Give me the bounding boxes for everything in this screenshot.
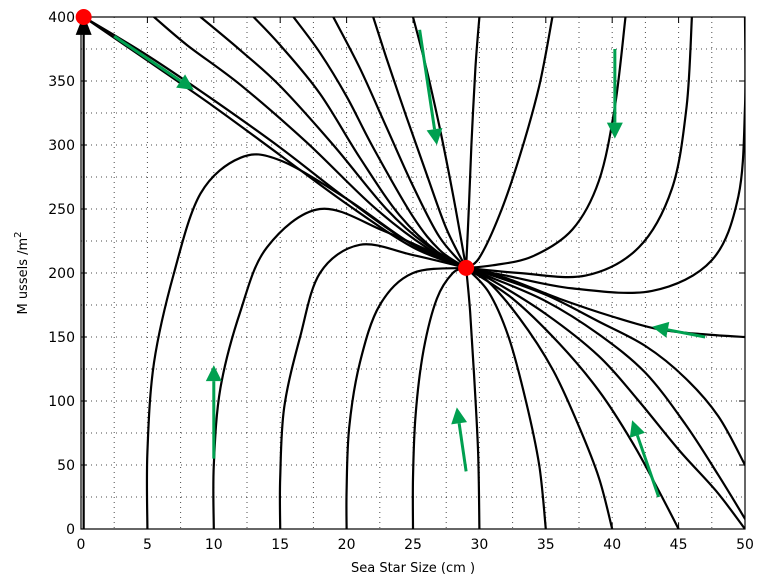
direction-arrow-head xyxy=(176,74,194,90)
trajectory-line-19 xyxy=(411,266,468,529)
equilibrium-point-2 xyxy=(458,259,475,276)
grid-lines xyxy=(81,17,745,529)
y-tick-label: 100 xyxy=(48,394,75,410)
x-tick-label: 5 xyxy=(143,537,152,553)
trajectory-line-13 xyxy=(465,17,693,279)
y-tick-label: 50 xyxy=(57,458,75,474)
y-tick-label: 250 xyxy=(48,202,75,218)
trajectory-line-21 xyxy=(465,266,547,529)
direction-arrow-shaft xyxy=(113,34,182,83)
direction-arrow-1 xyxy=(113,34,194,90)
x-tick-label: 15 xyxy=(271,537,289,553)
direction-arrow-head xyxy=(606,122,623,139)
trajectory-line-18 xyxy=(345,266,468,529)
equilibrium-group xyxy=(75,9,475,276)
direction-arrow-5 xyxy=(629,420,661,498)
trajectory-line-6 xyxy=(292,17,468,269)
trajectory-line-2 xyxy=(82,17,468,269)
direction-arrow-head xyxy=(451,407,468,425)
x-tick-label: 20 xyxy=(338,537,356,553)
direction-arrow-shaft xyxy=(418,29,437,130)
equilibrium-point-1 xyxy=(75,9,92,25)
y-tick-label: 350 xyxy=(48,74,75,90)
trajectory-line-10 xyxy=(465,17,481,269)
y-axis-title-superscript: 2 xyxy=(13,231,24,237)
x-tick-label: 30 xyxy=(470,537,488,553)
y-tick-label: 300 xyxy=(48,138,75,154)
x-tick-label: 0 xyxy=(77,537,86,553)
direction-arrow-shaft xyxy=(457,423,468,472)
trajectory-line-11 xyxy=(465,17,554,269)
y-tick-label: 0 xyxy=(66,522,75,538)
trajectory-line-4 xyxy=(199,17,468,269)
y-axis-title-main: M ussels /m xyxy=(16,238,31,315)
trajectory-line-23 xyxy=(465,266,680,529)
y-tick-label: 400 xyxy=(48,10,75,26)
direction-arrow-head xyxy=(629,420,645,438)
trajectory-line-27 xyxy=(465,266,745,339)
x-tick-label: 25 xyxy=(404,537,422,553)
direction-arrow-head xyxy=(205,365,222,382)
trajectory-line-15 xyxy=(145,153,468,529)
direction-arrow-group xyxy=(113,29,706,498)
x-tick-label: 50 xyxy=(736,537,754,553)
x-tick-label: 40 xyxy=(603,537,621,553)
direction-arrow-head xyxy=(652,321,670,338)
direction-arrow-4 xyxy=(652,321,706,339)
trajectory-line-17 xyxy=(278,243,468,529)
axis-ticks: 0 5 10 15 20 25 30 35 40 45 50 0 50 100 150 200 250 300 35… xyxy=(48,10,754,553)
trajectory-line-25 xyxy=(465,266,745,520)
trajectory-line-7 xyxy=(332,17,468,269)
direction-arrow-shaft xyxy=(635,434,661,498)
x-axis-title: Sea Star Size (cm ) xyxy=(351,561,475,576)
direction-arrow-2 xyxy=(418,29,443,145)
trajectory-line-24 xyxy=(465,266,745,529)
direction-arrow-3 xyxy=(606,49,623,139)
trajectory-line-3 xyxy=(152,17,468,269)
trajectory-line-5 xyxy=(252,17,468,269)
x-tick-label: 45 xyxy=(670,537,688,553)
trajectory-line-8 xyxy=(372,17,468,269)
trajectory-line-20 xyxy=(465,266,481,529)
y-tick-label: 200 xyxy=(48,266,75,282)
direction-arrow-6 xyxy=(451,407,468,472)
x-tick-label: 10 xyxy=(205,537,223,553)
y-tick-label: 150 xyxy=(48,330,75,346)
direction-arrow-7 xyxy=(205,365,222,459)
trajectory-line-26 xyxy=(465,266,745,467)
y-axis-title: M ussels /m2 xyxy=(13,231,31,314)
x-tick-label: 35 xyxy=(537,537,555,553)
direction-arrow-head xyxy=(426,127,443,145)
direction-arrow-shaft xyxy=(667,328,706,339)
